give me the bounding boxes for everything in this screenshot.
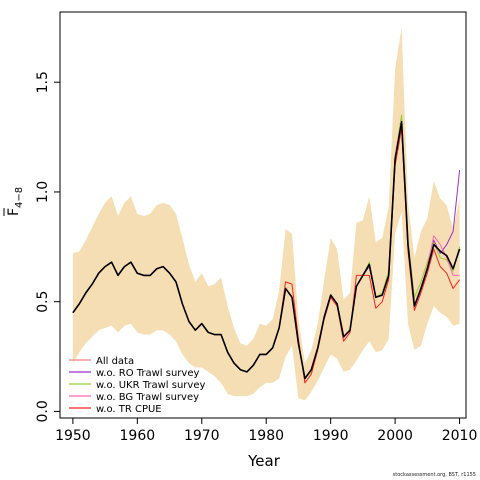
x-tick-label: 1980 — [248, 428, 284, 444]
x-tick-label: 1990 — [313, 428, 349, 444]
legend-label: w.o. RO Trawl survey — [96, 368, 199, 379]
y-tick-label: 1.5 — [35, 71, 51, 93]
y-axis: 0.0 0.5 1.0 1.5 — [35, 71, 61, 423]
legend-label: w.o. UKR Trawl survey — [96, 380, 205, 391]
series-line-5 — [72, 120, 461, 380]
y-tick-label: 0.5 — [35, 291, 51, 313]
legend-label: w.o. TR CPUE — [96, 404, 162, 415]
y-axis-label-sub: 4−8 — [14, 187, 25, 208]
x-axis: 1950 1960 1970 1980 1990 2000 2010 — [55, 417, 478, 444]
y-axis-label: F4−8 — [3, 187, 25, 216]
series-lines — [72, 114, 461, 384]
x-tick-label: 2000 — [377, 428, 413, 444]
y-tick-label: 0.0 — [35, 400, 51, 422]
legend-label: All data — [96, 356, 134, 367]
x-tick-label: 1970 — [184, 428, 220, 444]
legend-label: w.o. BG Trawl survey — [96, 392, 199, 403]
x-tick-label: 1950 — [55, 428, 91, 444]
y-axis-label-text: F4−8 — [6, 187, 25, 216]
footer-credit: stockassessment.org, BST, r1155 — [392, 472, 476, 478]
x-tick-label: 2010 — [442, 428, 478, 444]
y-axis-label-base: F — [6, 208, 22, 216]
x-tick-label: 1960 — [120, 428, 156, 444]
confidence-band — [72, 27, 460, 401]
band-area — [72, 27, 460, 401]
y-tick-label: 1.0 — [35, 181, 51, 203]
x-axis-label: Year — [247, 452, 281, 470]
